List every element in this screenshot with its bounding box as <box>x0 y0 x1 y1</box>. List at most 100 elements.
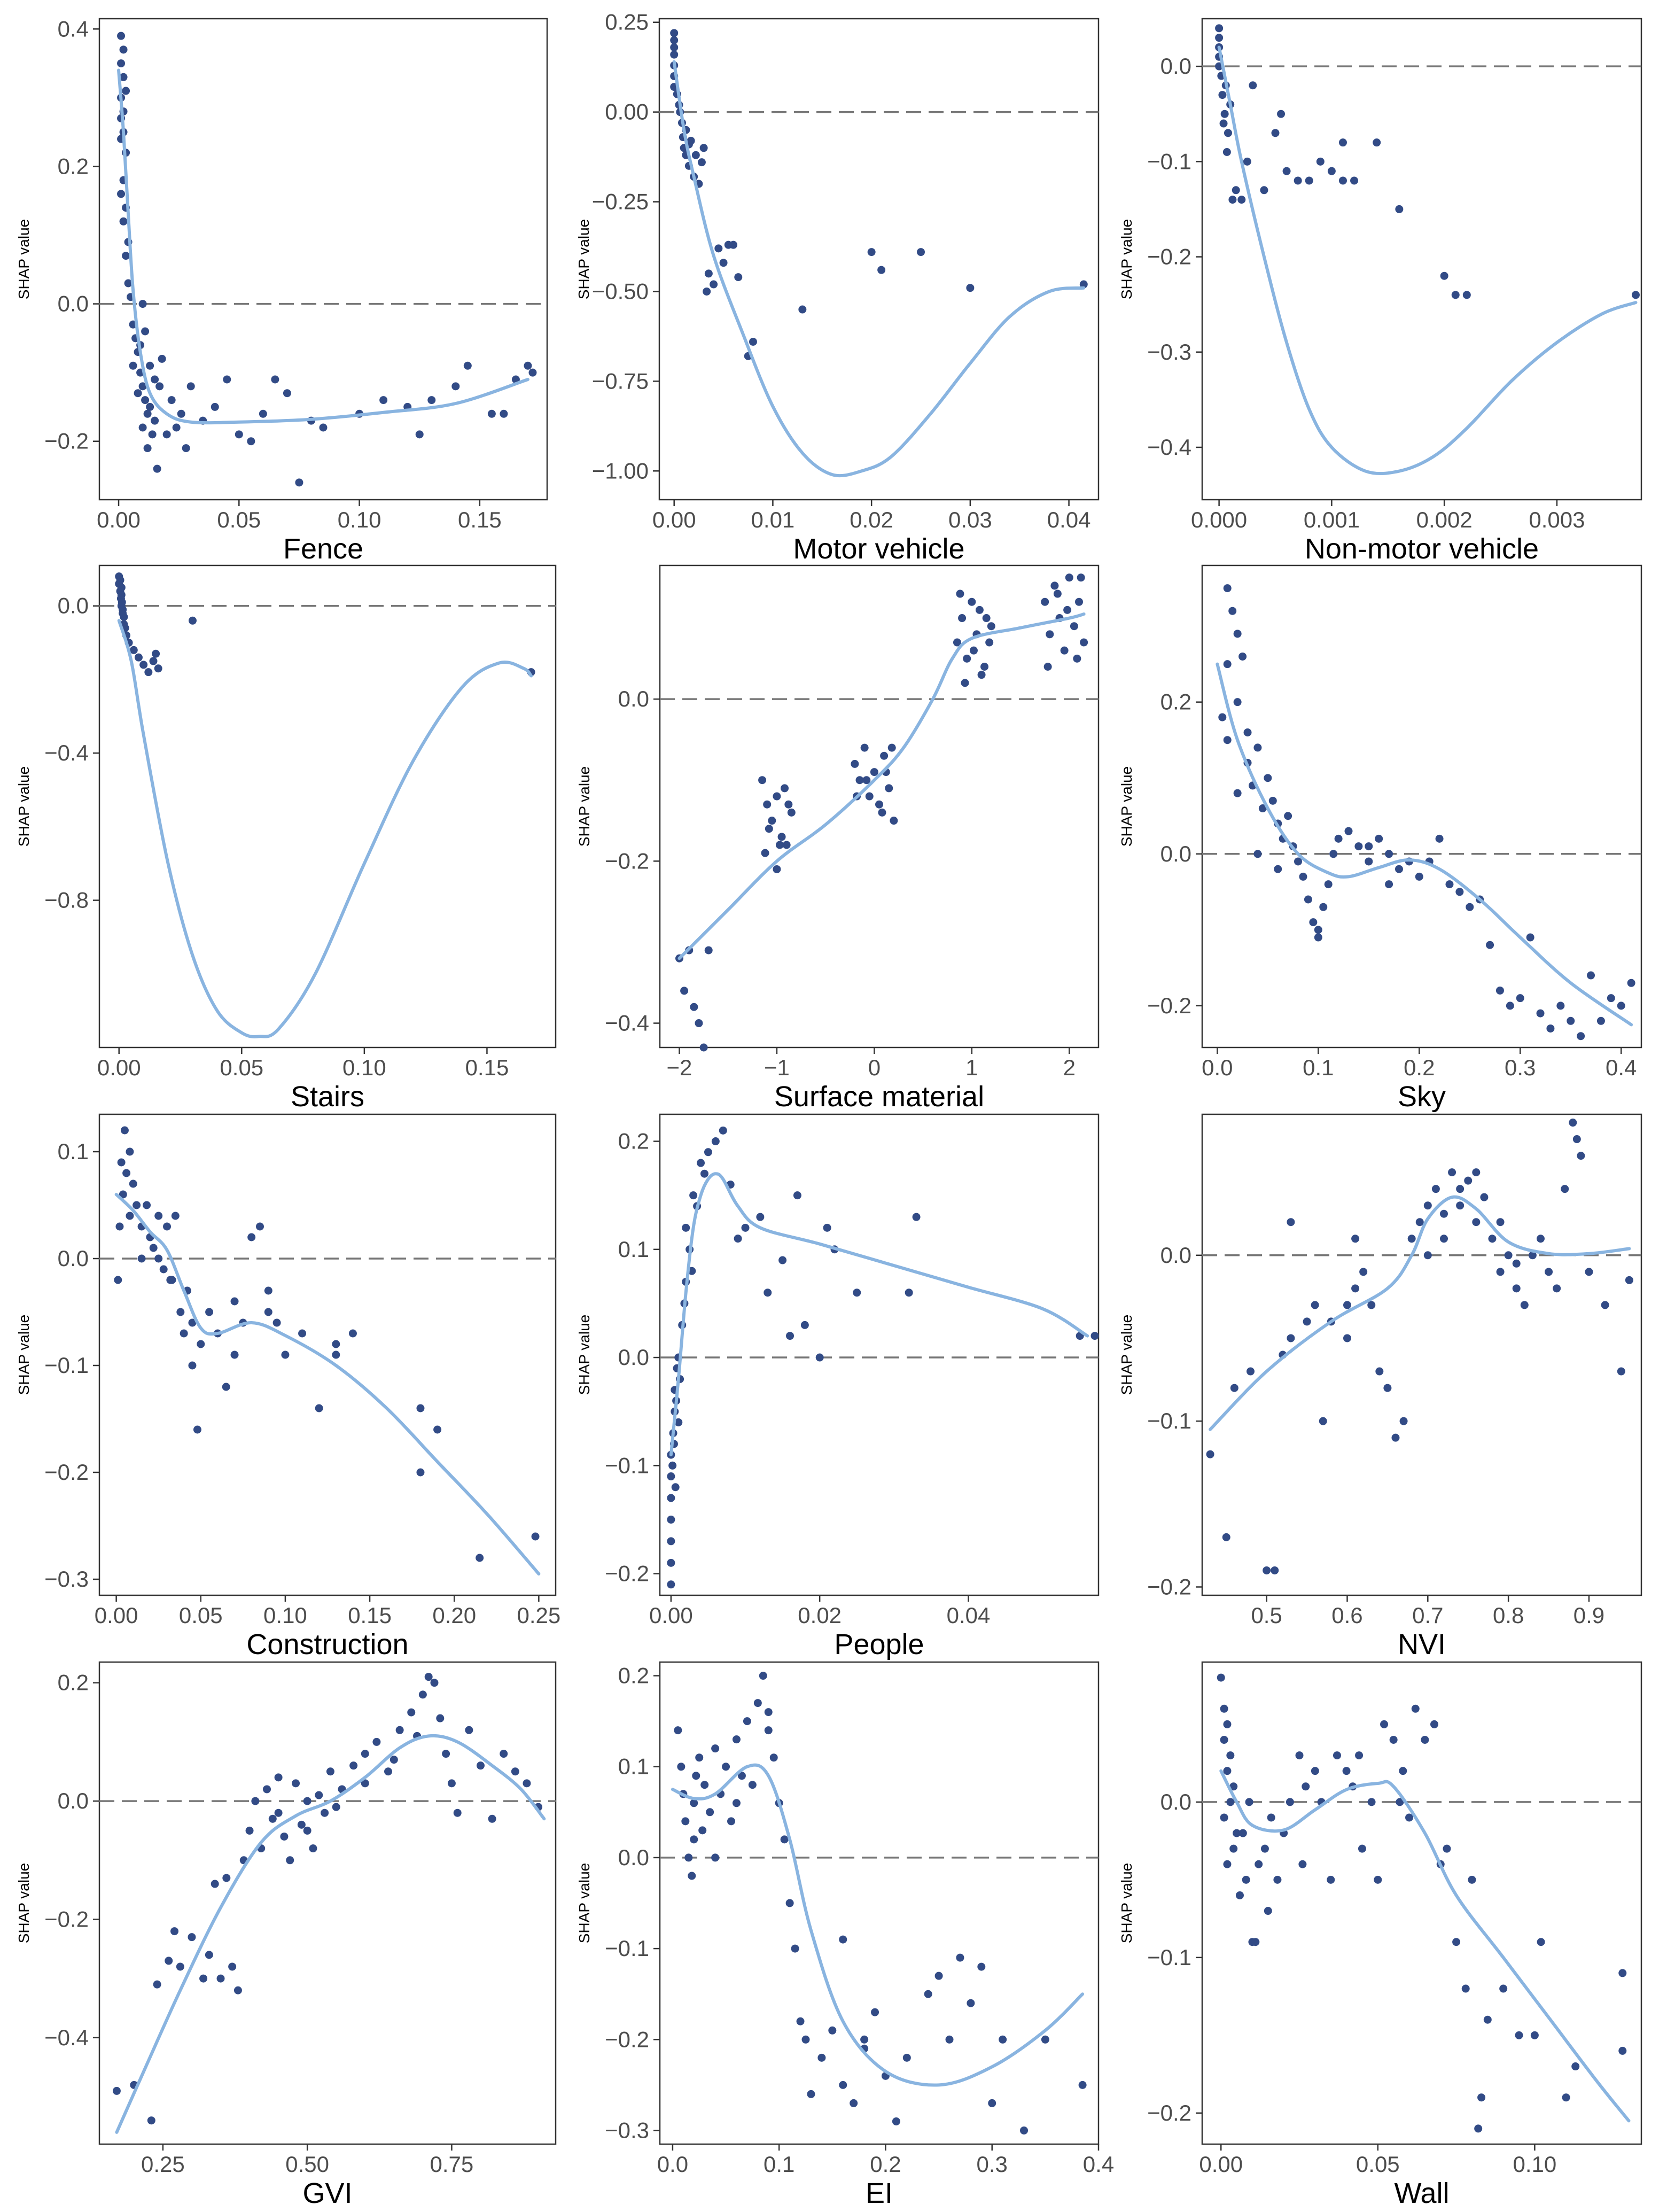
y-tick-label: −0.2 <box>1147 993 1191 1018</box>
data-point <box>756 1213 765 1221</box>
data-point <box>245 1826 254 1835</box>
data-point <box>211 402 219 411</box>
data-point <box>699 1043 708 1052</box>
data-point <box>129 361 137 370</box>
data-point <box>1268 796 1277 805</box>
data-point <box>188 1933 196 1942</box>
y-tick-label: −0.75 <box>592 368 649 393</box>
plot-frame <box>1201 564 1642 1049</box>
panel-surface-material: −2 −1 0 1 2 −0.4 −0.2 0.0 Surface material SHAP v… <box>576 564 1100 1113</box>
data-point <box>1415 872 1423 881</box>
data-point <box>1365 857 1373 866</box>
y-tick-label: −0.2 <box>605 2027 649 2052</box>
data-point <box>1395 205 1404 213</box>
data-point <box>321 1809 329 1817</box>
data-point <box>126 1212 134 1220</box>
data-point <box>850 2099 858 2107</box>
panel-stairs: 0.00 0.05 0.10 0.15 −0.8 −0.4 0.0 Stairs SHAP va… <box>15 564 557 1113</box>
data-point <box>349 1761 358 1770</box>
data-point <box>1304 895 1312 904</box>
data-point <box>980 662 989 671</box>
data-point <box>885 784 893 793</box>
data-point <box>205 1951 213 1959</box>
plot-frame <box>659 1661 1100 2145</box>
data-point <box>1070 622 1078 631</box>
data-point <box>315 1791 323 1799</box>
data-point <box>159 1265 168 1274</box>
data-point <box>1367 1301 1376 1309</box>
data-point <box>141 396 150 405</box>
panel-motor-vehicle: 0.00 0.01 0.02 0.03 0.04 −1.00 −0.75 −0.50 −0.25… <box>575 10 1100 565</box>
data-point <box>1343 1334 1351 1342</box>
data-point <box>427 396 436 405</box>
data-point <box>1090 1332 1099 1340</box>
data-point <box>1215 34 1224 42</box>
data-point <box>769 1753 778 1762</box>
data-point <box>1338 176 1347 185</box>
data-point <box>211 1880 219 1888</box>
data-point <box>781 784 789 793</box>
data-point <box>704 1148 712 1157</box>
data-point <box>671 1483 680 1492</box>
x-tick-label: 0.2 <box>1404 1055 1435 1080</box>
data-point <box>1294 857 1303 866</box>
data-point <box>384 1767 393 1776</box>
data-point <box>117 190 126 198</box>
y-tick-label: 0.4 <box>58 16 89 41</box>
y-tick-label: 0.0 <box>1160 841 1191 866</box>
data-point <box>800 1321 809 1329</box>
y-tick-label: 0.1 <box>618 1754 649 1779</box>
data-point <box>139 661 148 669</box>
data-point <box>966 284 975 292</box>
data-point <box>1063 606 1072 614</box>
data-point <box>1431 1185 1440 1193</box>
panel-gvi: 0.25 0.50 0.75 −0.4 −0.2 0.0 0.2 GVI SHAP value <box>15 1661 557 2209</box>
data-point <box>274 1809 283 1817</box>
y-tick-label: −0.2 <box>44 429 89 454</box>
data-point <box>1329 850 1338 858</box>
data-point <box>476 1761 485 1770</box>
x-tick-label: 0.05 <box>220 1055 263 1080</box>
x-tick-label: 0.000 <box>1191 507 1247 532</box>
data-point <box>283 389 291 398</box>
data-point <box>778 1256 787 1264</box>
data-point <box>143 409 152 418</box>
data-point <box>1333 1751 1341 1760</box>
y-axis-label: SHAP value <box>1118 766 1135 847</box>
y-tick-label: −0.1 <box>605 1936 649 1961</box>
data-point <box>247 437 255 446</box>
data-point <box>1223 1720 1232 1728</box>
data-point <box>153 464 161 473</box>
data-point <box>875 800 883 809</box>
data-point <box>1545 1268 1553 1276</box>
data-point <box>119 609 127 618</box>
x-tick-label: 0.04 <box>1047 507 1091 532</box>
data-point <box>855 776 864 785</box>
y-tick-label: −0.1 <box>605 1453 649 1478</box>
data-point <box>1319 903 1328 911</box>
data-point <box>1223 1767 1232 1775</box>
data-point <box>177 409 185 418</box>
data-point <box>162 430 171 439</box>
y-tick-label: −0.3 <box>1147 339 1191 364</box>
data-point <box>319 423 328 432</box>
data-point <box>1217 1673 1225 1682</box>
data-point <box>667 1580 675 1589</box>
data-point <box>500 409 508 418</box>
data-point <box>732 1735 741 1744</box>
data-point <box>1430 1720 1438 1728</box>
data-point <box>905 1289 913 1297</box>
y-tick-label: −0.1 <box>44 1353 89 1378</box>
data-point <box>271 375 279 384</box>
data-point <box>1572 1135 1581 1144</box>
data-point <box>416 1404 425 1412</box>
data-point <box>689 1191 698 1200</box>
y-tick-label: −0.2 <box>1147 1574 1191 1599</box>
data-point <box>1243 728 1252 737</box>
data-point <box>892 2117 900 2125</box>
data-point <box>134 653 143 662</box>
data-point <box>698 1826 707 1835</box>
data-point <box>1233 630 1242 638</box>
data-point <box>1486 941 1494 949</box>
data-point <box>154 1212 163 1220</box>
